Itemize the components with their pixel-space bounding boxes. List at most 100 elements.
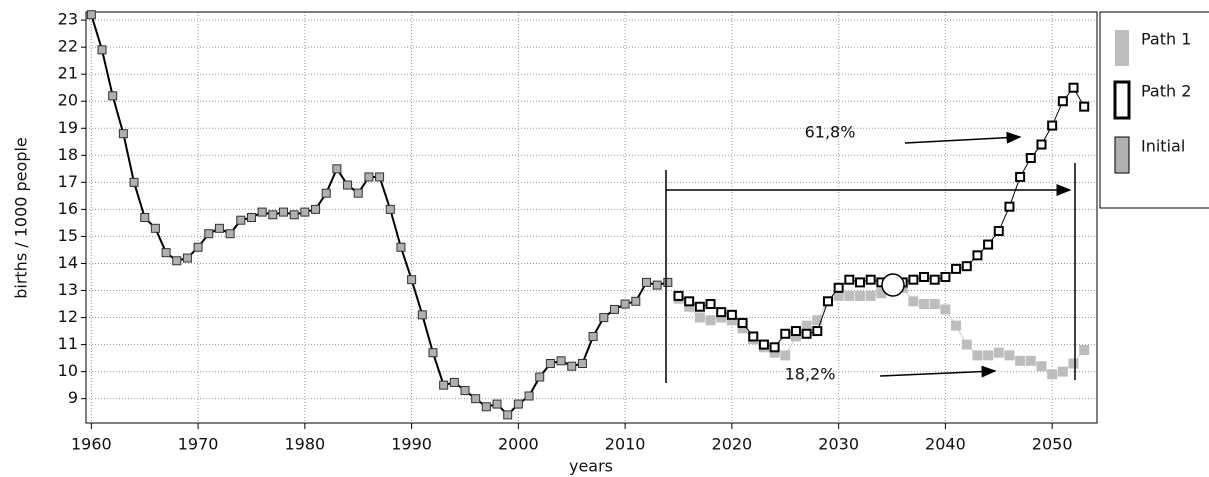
- data-point: [471, 394, 481, 404]
- data-point: [236, 215, 246, 225]
- data-point: [919, 299, 930, 310]
- x-tick-label: 1970: [178, 435, 219, 454]
- data-point: [769, 347, 780, 358]
- data-point: [940, 271, 951, 282]
- data-point: [300, 207, 310, 217]
- data-point: [1047, 369, 1058, 380]
- data-point: [118, 129, 128, 139]
- data-point: [396, 242, 406, 252]
- x-tick-label: 2050: [1032, 435, 1073, 454]
- data-point: [246, 213, 256, 222]
- data-point: [951, 320, 962, 331]
- data-point: [375, 172, 385, 182]
- data-point: [705, 299, 716, 310]
- plot-frame: [85, 11, 1098, 424]
- data-point: [129, 177, 139, 187]
- data-point: [694, 301, 705, 312]
- data-point: [535, 372, 545, 382]
- data-point: [321, 188, 331, 198]
- data-point: [1079, 344, 1090, 355]
- data-point: [268, 210, 278, 220]
- junction-circle: [881, 273, 905, 297]
- data-point: [790, 331, 801, 342]
- annotation: 18,2%: [785, 365, 836, 384]
- data-point: [812, 315, 823, 326]
- data-point: [1057, 366, 1068, 377]
- data-point: [1057, 96, 1068, 107]
- data-point: [161, 248, 171, 258]
- y-tick-label: 23: [58, 10, 78, 29]
- y-tick-label: 15: [58, 226, 78, 245]
- data-point: [1047, 120, 1058, 131]
- data-point: [86, 10, 96, 20]
- data-point: [929, 274, 940, 285]
- data-point: [140, 213, 150, 222]
- data-point: [353, 188, 363, 198]
- data-point: [311, 204, 321, 214]
- series-line: [678, 86, 1085, 348]
- x-tick-label: 2030: [818, 435, 859, 454]
- data-point: [983, 350, 994, 361]
- x-tick-label: 1980: [284, 435, 325, 454]
- data-point: [726, 309, 737, 320]
- y-tick-label: 13: [58, 280, 78, 299]
- data-point: [790, 326, 801, 337]
- data-point: [844, 290, 855, 301]
- data-point: [716, 312, 727, 323]
- data-point: [620, 299, 630, 309]
- data-point: [673, 290, 684, 301]
- data-point: [983, 239, 994, 250]
- data-point: [1036, 361, 1047, 372]
- y-tick-label: 14: [58, 253, 78, 272]
- data-point: [972, 250, 983, 261]
- data-point: [577, 359, 587, 369]
- data-point: [876, 288, 887, 299]
- data-point: [1025, 153, 1036, 164]
- y-axis-label: births / 1000 people: [12, 137, 31, 299]
- data-point: [951, 263, 962, 274]
- data-point: [150, 223, 160, 233]
- data-point: [854, 290, 865, 301]
- data-point: [289, 210, 299, 220]
- data-point: [1004, 350, 1015, 361]
- data-point: [204, 229, 214, 239]
- x-tick-label: 1960: [71, 435, 112, 454]
- data-point: [705, 315, 716, 326]
- data-point: [1079, 101, 1090, 112]
- data-point: [908, 274, 919, 285]
- data-point: [993, 347, 1004, 358]
- data-point: [780, 328, 791, 339]
- y-tick-label: 16: [58, 199, 78, 218]
- data-point: [694, 312, 705, 323]
- annotation: 61,8%: [805, 123, 856, 142]
- data-point: [407, 275, 417, 285]
- data-point: [225, 229, 235, 239]
- data-point: [343, 180, 353, 190]
- data-point: [972, 350, 983, 361]
- data-point: [1068, 358, 1079, 369]
- data-point: [97, 45, 107, 55]
- data-point: [193, 242, 203, 252]
- data-point: [182, 253, 192, 263]
- data-point: [812, 326, 823, 337]
- data-point: [961, 339, 972, 350]
- data-point: [1004, 201, 1015, 212]
- data-point: [545, 359, 555, 369]
- x-axis-label: years: [569, 457, 613, 476]
- data-point: [641, 277, 651, 287]
- data-point: [940, 304, 951, 315]
- data-point: [844, 274, 855, 285]
- legend-swatch: [1115, 30, 1129, 66]
- x-tick-label: 2000: [498, 435, 539, 454]
- data-point: [865, 290, 876, 301]
- x-tick-label: 1990: [391, 435, 432, 454]
- data-point: [758, 339, 769, 350]
- data-point: [108, 91, 118, 101]
- data-point: [1015, 171, 1026, 182]
- y-tick-label: 10: [58, 361, 78, 380]
- legend-label: Initial: [1141, 137, 1185, 156]
- data-point: [588, 331, 598, 341]
- data-point: [513, 399, 523, 409]
- data-point: [214, 223, 224, 233]
